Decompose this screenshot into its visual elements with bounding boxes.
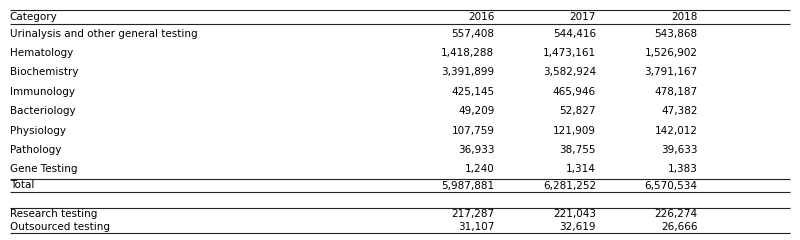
Text: 1,240: 1,240 <box>465 164 494 174</box>
Text: 32,619: 32,619 <box>559 222 596 232</box>
Text: Gene Testing: Gene Testing <box>10 164 77 174</box>
Text: Urinalysis and other general testing: Urinalysis and other general testing <box>10 29 198 39</box>
Text: 107,759: 107,759 <box>451 126 494 136</box>
Text: 6,570,534: 6,570,534 <box>645 180 698 191</box>
Text: 2016: 2016 <box>468 12 494 22</box>
Text: 425,145: 425,145 <box>451 87 494 97</box>
Text: 1,418,288: 1,418,288 <box>442 48 494 58</box>
Text: 217,287: 217,287 <box>451 209 494 219</box>
Text: 1,473,161: 1,473,161 <box>543 48 596 58</box>
Text: 2018: 2018 <box>671 12 698 22</box>
Text: 1,314: 1,314 <box>566 164 596 174</box>
Text: 3,582,924: 3,582,924 <box>543 67 596 78</box>
Text: Total: Total <box>10 180 34 191</box>
Text: 47,382: 47,382 <box>661 106 698 116</box>
Text: Research testing: Research testing <box>10 209 97 219</box>
Text: Category: Category <box>10 12 58 22</box>
Text: 557,408: 557,408 <box>451 29 494 39</box>
Text: 49,209: 49,209 <box>458 106 494 116</box>
Text: 6,281,252: 6,281,252 <box>543 180 596 191</box>
Text: Pathology: Pathology <box>10 145 61 155</box>
Text: Physiology: Physiology <box>10 126 66 136</box>
Text: 465,946: 465,946 <box>553 87 596 97</box>
Text: 39,633: 39,633 <box>661 145 698 155</box>
Text: 544,416: 544,416 <box>553 29 596 39</box>
Text: 478,187: 478,187 <box>654 87 698 97</box>
Text: 142,012: 142,012 <box>654 126 698 136</box>
Text: Biochemistry: Biochemistry <box>10 67 78 78</box>
Text: 2017: 2017 <box>570 12 596 22</box>
Text: 1,383: 1,383 <box>668 164 698 174</box>
Text: 1,526,902: 1,526,902 <box>645 48 698 58</box>
Text: 226,274: 226,274 <box>654 209 698 219</box>
Text: 5,987,881: 5,987,881 <box>442 180 494 191</box>
Text: Outsourced testing: Outsourced testing <box>10 222 110 232</box>
Text: 221,043: 221,043 <box>553 209 596 219</box>
Text: 543,868: 543,868 <box>654 29 698 39</box>
Text: 38,755: 38,755 <box>559 145 596 155</box>
Text: 31,107: 31,107 <box>458 222 494 232</box>
Text: 3,391,899: 3,391,899 <box>442 67 494 78</box>
Text: 3,791,167: 3,791,167 <box>645 67 698 78</box>
Text: 121,909: 121,909 <box>553 126 596 136</box>
Text: Hematology: Hematology <box>10 48 73 58</box>
Text: 36,933: 36,933 <box>458 145 494 155</box>
Text: 26,666: 26,666 <box>661 222 698 232</box>
Text: 52,827: 52,827 <box>559 106 596 116</box>
Text: Immunology: Immunology <box>10 87 74 97</box>
Text: Bacteriology: Bacteriology <box>10 106 75 116</box>
